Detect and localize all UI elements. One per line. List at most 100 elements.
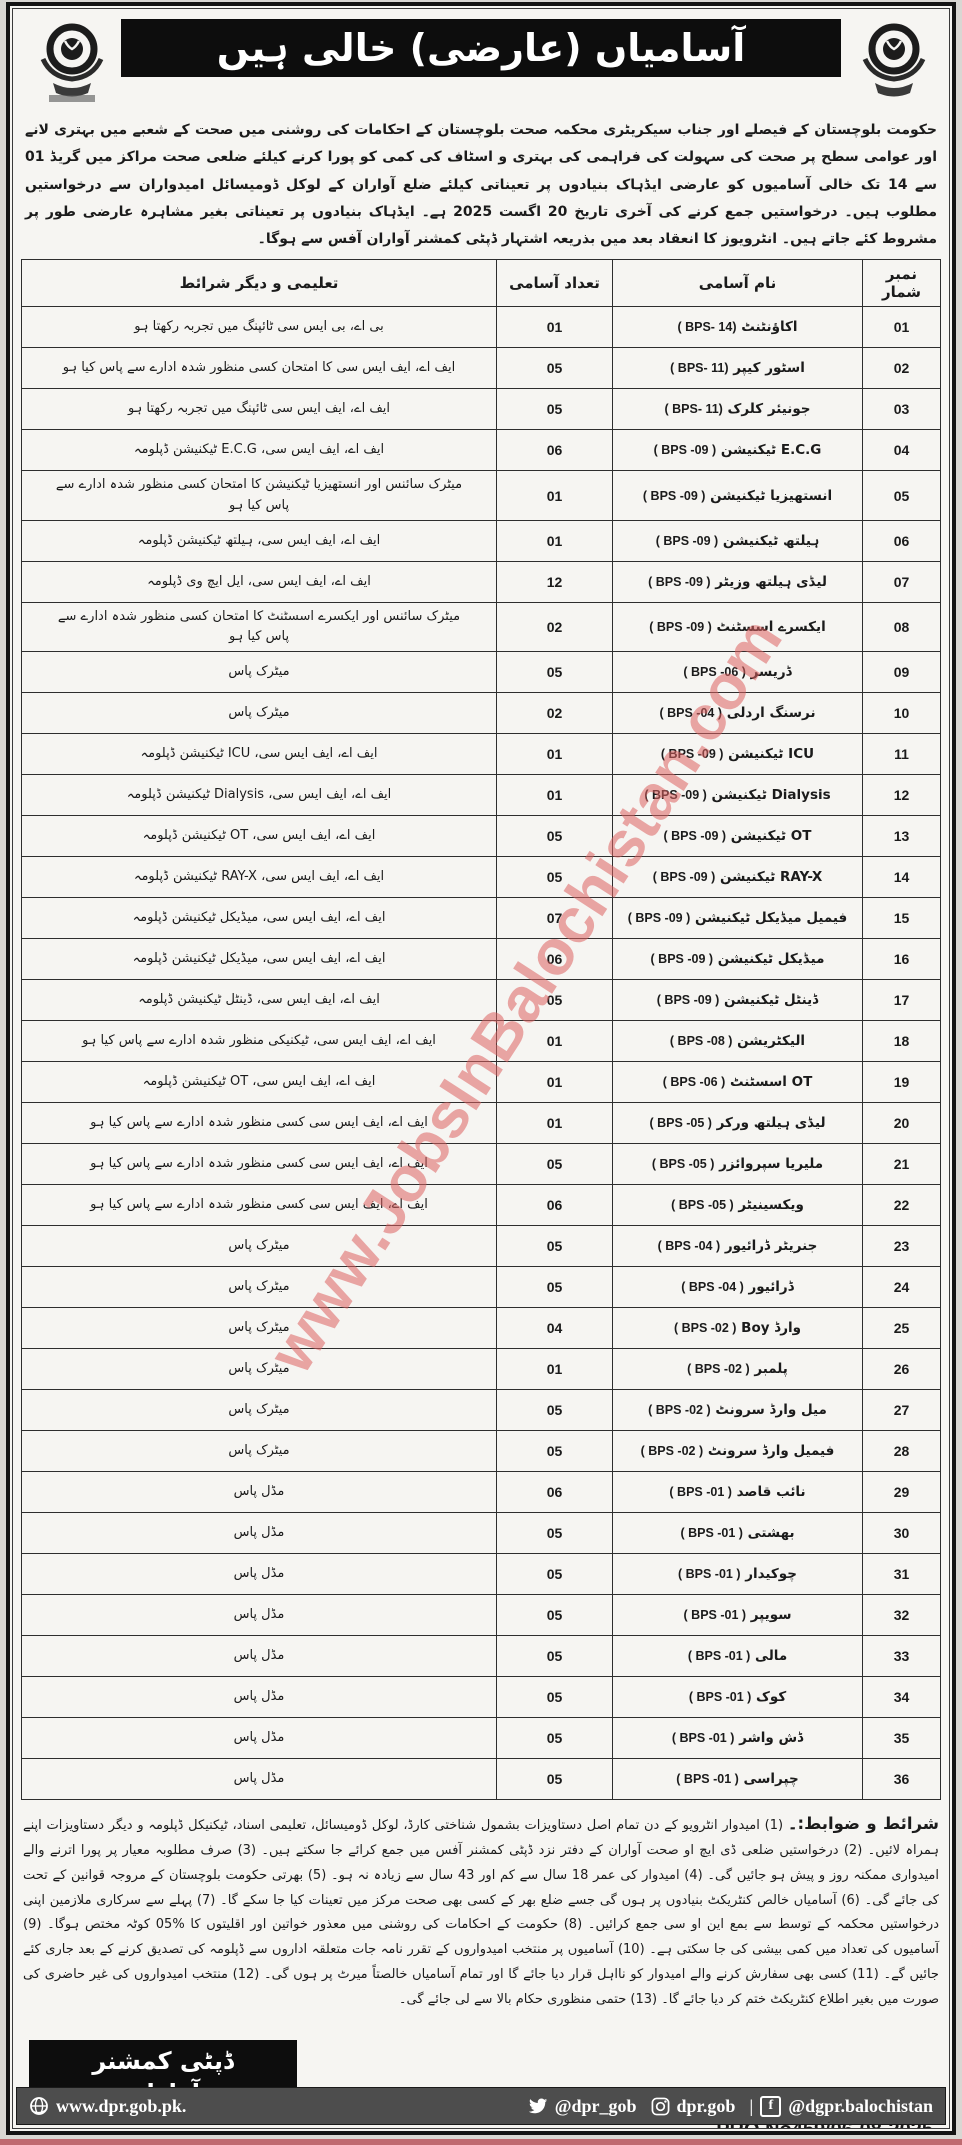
qualification-cell: میٹرک پاس xyxy=(21,1307,497,1350)
qualification-cell: مڈل پاس xyxy=(21,1553,497,1596)
table-row: 22 ویکسینیٹر ( BPS -05 ) 06 ایف اے، ایف ایس… xyxy=(21,1184,941,1227)
post-grade: ( BPS- 11) xyxy=(670,361,729,376)
post-grade: ( BPS -02 ) xyxy=(687,1362,750,1377)
instagram-handle: dpr.gob xyxy=(676,2095,736,2116)
post-name: لیڈی ہیلتھ ورکر xyxy=(716,1115,826,1132)
qualification-cell: ایف اے، ایف ایس سی، ڈینٹل ٹیکنیشن ڈپلومہ xyxy=(21,979,497,1022)
instagram-item: dpr.gob xyxy=(651,2095,736,2117)
twitter-item: @dpr_gob xyxy=(528,2096,637,2117)
qualification-cell: ایف اے، ایف ایس سی، میڈیکل ٹیکنیشن ڈپلوم… xyxy=(21,938,497,981)
post-name: نرسنگ اردلی xyxy=(726,705,816,722)
post-count-cell: 06 xyxy=(496,429,613,472)
post-name: فیمیل میڈیکل ٹیکنیشن xyxy=(694,910,848,927)
serial-cell: 09 xyxy=(862,651,941,694)
govt-emblem-left-icon xyxy=(31,19,113,111)
globe-icon xyxy=(30,2097,48,2115)
serial-cell: 06 xyxy=(862,519,941,562)
qualification-cell: مڈل پاس xyxy=(21,1635,497,1678)
post-name: سویپر xyxy=(750,1607,792,1624)
table-row: 15 فیمیل میڈیکل ٹیکنیشن ( BPS -09 ) 07 ایف … xyxy=(21,897,941,940)
post-grade: ( BPS -01 ) xyxy=(671,1731,735,1746)
table-row: 19 OT اسسٹنٹ ( BPS -06 ) 01 ایف اے، ایف ایس… xyxy=(21,1061,941,1104)
table-row: 27 میل وارڈ سرونٹ ( BPS -02 ) 05 میٹرک پاس xyxy=(21,1389,941,1432)
twitter-handle: @dpr_gob xyxy=(554,2095,637,2116)
serial-cell: 03 xyxy=(862,388,941,431)
post-name: اکاؤنٹنٹ xyxy=(741,319,798,336)
post-name-cell: اسٹور کیپر ( BPS- 11) xyxy=(612,347,863,390)
post-count-cell: 05 xyxy=(496,1266,613,1309)
signature-title: ڈپٹی کمشنر xyxy=(92,2047,234,2076)
qualification-cell: میٹرک پاس xyxy=(21,1266,497,1309)
table-row: 29 نائب قاصد ( BPS -01 ) 06 مڈل پاس xyxy=(21,1471,941,1514)
post-grade: ( BPS -09 ) xyxy=(649,619,712,634)
post-name-cell: RAY-X ٹیکنیشن ( BPS -09 ) xyxy=(612,856,863,899)
post-name: E.C.G ٹیکنیشن xyxy=(720,442,822,459)
serial-cell: 04 xyxy=(862,429,941,472)
post-count-cell: 05 xyxy=(496,815,613,858)
serial-cell: 28 xyxy=(862,1430,941,1473)
serial-cell: 21 xyxy=(862,1143,941,1186)
post-name-cell: ڈریسر ( BPS -06 ) xyxy=(612,651,863,694)
post-grade: ( BPS -01 ) xyxy=(688,1690,752,1705)
post-name-cell: الیکٹریشن ( BPS -08 ) xyxy=(612,1020,863,1063)
post-count-cell: 05 xyxy=(496,1635,613,1678)
post-name: ICU ٹیکنیشن xyxy=(728,746,815,763)
serial-cell: 19 xyxy=(862,1061,941,1104)
post-count-cell: 05 xyxy=(496,347,613,390)
post-grade: ( BPS -02 ) xyxy=(640,1444,704,1459)
serial-cell: 27 xyxy=(862,1389,941,1432)
serial-cell: 18 xyxy=(862,1020,941,1063)
table-row: 24 ڈرائیور ( BPS -04 ) 05 میٹرک پاس xyxy=(21,1266,941,1309)
qualification-cell: ایف اے، ایف ایس سی، Dialysis ٹیکنیشن ڈپل… xyxy=(21,774,497,817)
serial-cell: 22 xyxy=(862,1184,941,1227)
header-serial: نمبر شمار xyxy=(862,259,941,308)
post-name: ملیریا سپروائزر xyxy=(719,1156,824,1173)
table-row: 07 لیڈی ہیلتھ وزیٹر ( BPS -09 ) 12 ایف اے، … xyxy=(21,560,941,603)
post-grade: ( BPS -09 ) xyxy=(653,443,717,458)
qualification-cell: مڈل پاس xyxy=(21,1758,497,1801)
qualification-cell: ایف اے، ایف ایس سی، ہیلتھ ٹیکنیشن ڈپلومہ xyxy=(21,519,497,562)
table-row: 02 اسٹور کیپر ( BPS- 11) 05 ایف اے، ایف ایس… xyxy=(21,347,941,390)
post-name: ڈش واشر xyxy=(739,1730,804,1747)
serial-cell: 24 xyxy=(862,1266,941,1309)
post-grade: ( BPS -09 ) xyxy=(644,788,707,803)
qualification-cell: ایف اے، ایف ایس سی کسی منظور شدہ ادارے س… xyxy=(21,1143,497,1186)
table-row: 12 Dialysis ٹیکنیشن ( BPS -09 ) 01 ایف اے، … xyxy=(21,774,941,817)
serial-cell: 34 xyxy=(862,1676,941,1719)
post-count-cell: 04 xyxy=(496,1307,613,1350)
serial-cell: 05 xyxy=(862,470,941,521)
serial-cell: 10 xyxy=(862,692,941,735)
table-row: 26 پلمبر ( BPS -02 ) 01 میٹرک پاس xyxy=(21,1348,941,1391)
serial-cell: 07 xyxy=(862,560,941,603)
table-row: 28 فیمیل وارڈ سرونٹ ( BPS -02 ) 05 میٹرک پا… xyxy=(21,1430,941,1473)
table-row: 13 OT ٹیکنیشن ( BPS -09 ) 05 ایف اے، ایف ای… xyxy=(21,815,941,858)
post-count-cell: 01 xyxy=(496,774,613,817)
qualification-cell: میٹرک سائنس اور انستھیزیا ٹیکنیشن کا امت… xyxy=(21,470,497,521)
table-row: 18 الیکٹریشن ( BPS -08 ) 01 ایف اے، ایف ایس… xyxy=(21,1020,941,1063)
post-grade: ( BPS -04 ) xyxy=(659,706,722,721)
vacancies-table: نمبر شمار نام آسامی تعداد آسامی تعلیمی و… xyxy=(21,259,941,1801)
post-name-cell: نرسنگ اردلی ( BPS -04 ) xyxy=(612,692,863,735)
intro-paragraph: حکومت بلوچستان کے فیصلے اور جناب سیکریٹر… xyxy=(25,122,937,248)
post-name: ڈرائیور xyxy=(748,1279,794,1296)
post-name-cell: میڈیکل ٹیکنیشن ( BPS -09 ) xyxy=(612,938,863,981)
post-name-cell: لیڈی ہیلتھ ورکر ( BPS -05 ) xyxy=(612,1102,863,1145)
table-row: 30 بھشتی ( BPS -01 ) 05 مڈل پاس xyxy=(21,1512,941,1555)
qualification-cell: ایف اے، ایف ایس سی، E.C.G ٹیکنیشن ڈپلومہ xyxy=(21,429,497,472)
post-count-cell: 01 xyxy=(496,306,613,349)
serial-cell: 14 xyxy=(862,856,941,899)
post-count-cell: 05 xyxy=(496,651,613,694)
table-row: 25 وارڈ Boy ( BPS -02 ) 04 میٹرک پاس xyxy=(21,1307,941,1350)
post-count-cell: 05 xyxy=(496,388,613,431)
terms-text: (1) امیدوار انٹرویو کے دن تمام اصل دستاو… xyxy=(23,1818,940,2007)
qualification-cell: مڈل پاس xyxy=(21,1594,497,1637)
post-grade: ( BPS -08 ) xyxy=(669,1034,733,1049)
serial-cell: 01 xyxy=(862,306,941,349)
post-name: جونیئر کلرک xyxy=(727,401,811,418)
post-count-cell: 02 xyxy=(496,692,613,735)
qualification-cell: میٹرک پاس xyxy=(21,1389,497,1432)
post-name-cell: جنریٹر ڈرائیور ( BPS -04 ) xyxy=(612,1225,863,1268)
post-grade: ( BPS -06 ) xyxy=(662,1075,726,1090)
post-grade: ( BPS -09 ) xyxy=(627,911,691,926)
post-name-cell: OT اسسٹنٹ ( BPS -06 ) xyxy=(612,1061,863,1104)
